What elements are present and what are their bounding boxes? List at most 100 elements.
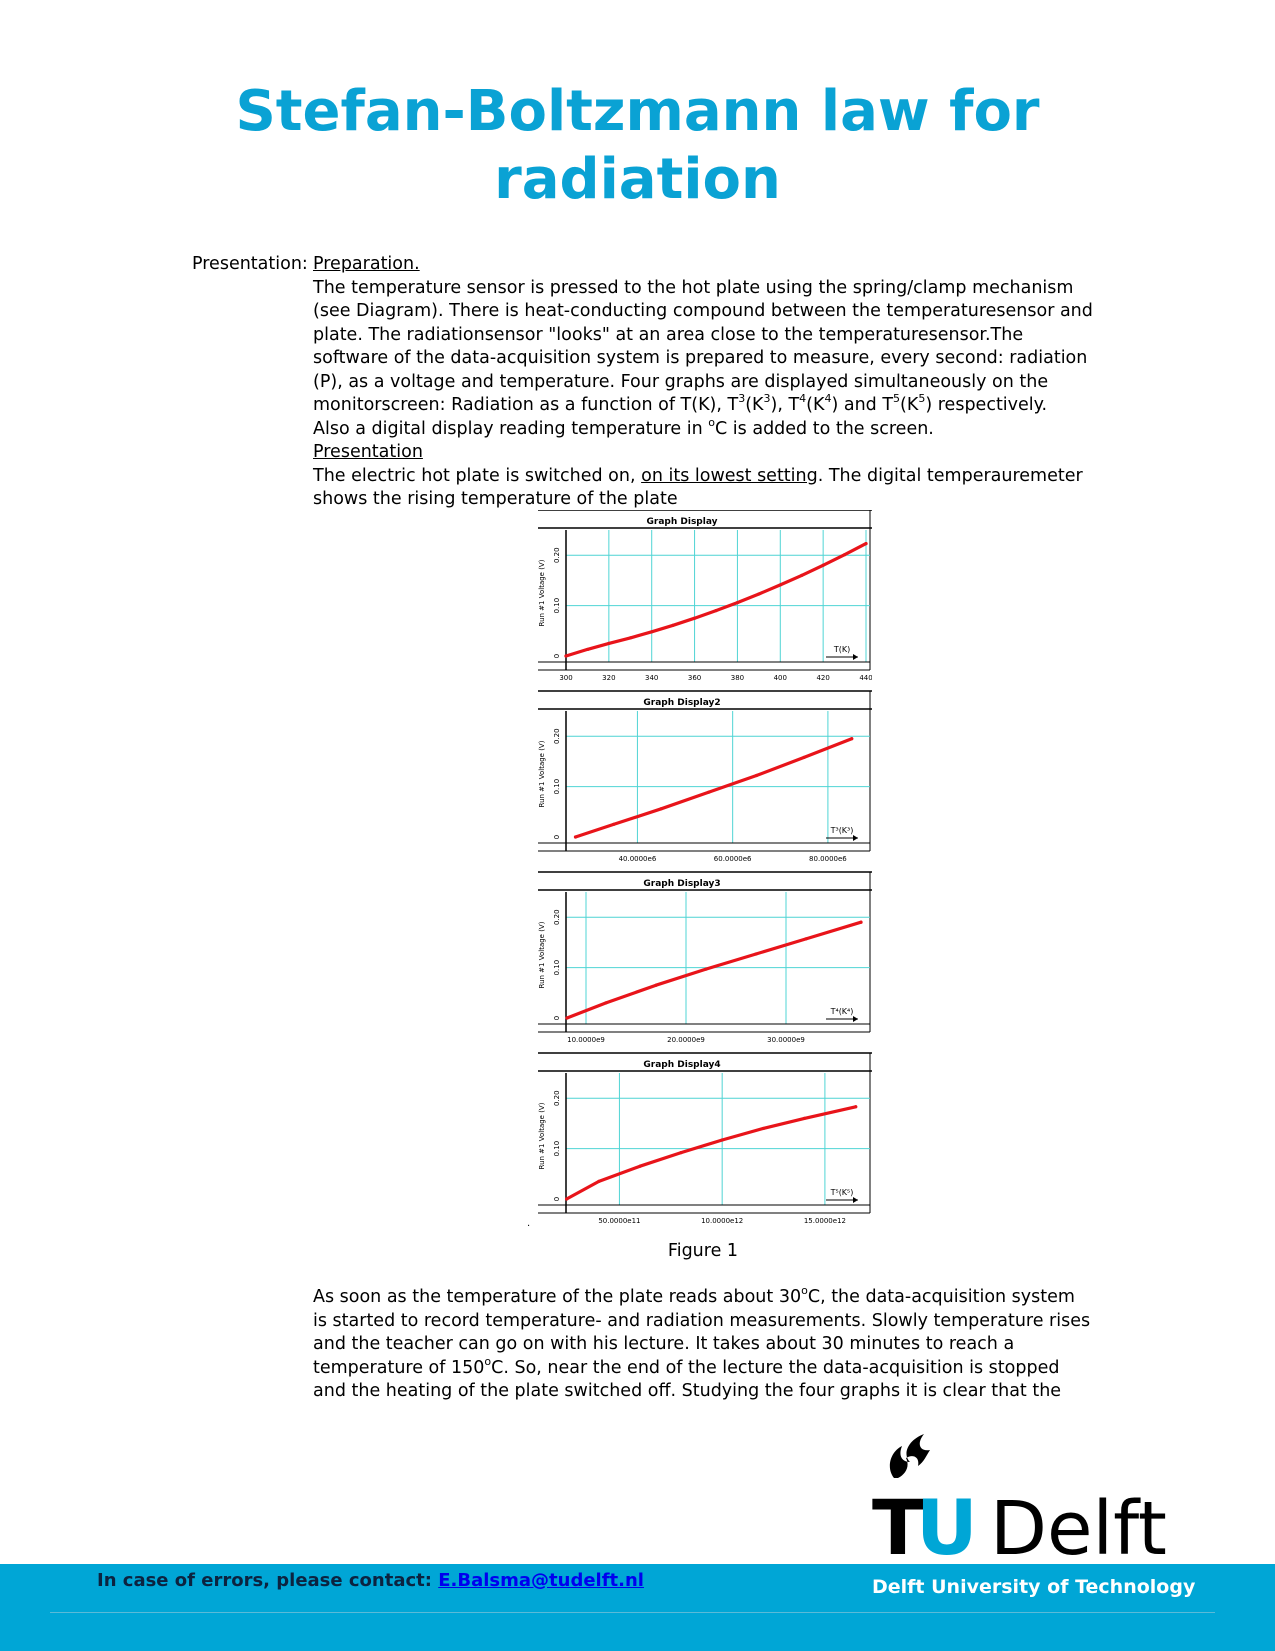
x-tick-label: 300 (559, 674, 572, 682)
data-point (607, 641, 611, 645)
data-point (800, 573, 804, 577)
x-axis-label: T⁵(K⁵) (830, 1188, 854, 1197)
y-tick-label: 0.10 (553, 1141, 561, 1157)
presentation-label: Presentation: (192, 254, 308, 274)
after-figure-section: As soon as the temperature of the plate … (313, 1284, 1093, 1404)
x-tick-label: 15.0000e12 (804, 1217, 846, 1225)
data-point (573, 835, 578, 839)
data-curve (565, 1105, 858, 1201)
x-tick-label: 60.0000e6 (714, 855, 752, 863)
data-point (802, 1116, 806, 1120)
x-tick-label: 420 (816, 674, 829, 682)
y-tick-label: 0.20 (553, 728, 561, 744)
data-point (612, 822, 616, 826)
data-point (671, 623, 675, 627)
data-point (821, 563, 825, 567)
x-axis-label: T⁴(K⁴) (830, 1007, 854, 1016)
preparation-line: monitorscreen: Radiation as a function o… (313, 392, 1048, 415)
x-tick-label: 40.0000e6 (619, 855, 657, 863)
data-point (859, 920, 863, 924)
data-point (565, 1016, 569, 1020)
data-point (565, 1197, 569, 1201)
data-point (650, 630, 654, 634)
footer-contact: In case of errors, please contact: E.Bal… (97, 1570, 644, 1591)
x-tick-label: 80.0000e6 (809, 855, 847, 863)
x-axis-arrowhead (853, 654, 858, 660)
y-tick-label: 0 (553, 1197, 561, 1201)
panel-title: Graph Display4 (643, 1060, 720, 1070)
data-point (850, 737, 854, 741)
data-point (842, 553, 847, 557)
preparation-line: (see Diagram). There is heat-conducting … (313, 301, 1093, 321)
data-point (804, 937, 808, 941)
data-point (802, 755, 806, 759)
x-tick-label: 440 (859, 674, 872, 682)
y-tick-label: 0 (553, 835, 561, 839)
data-point (757, 592, 761, 596)
y-tick-label: 0.10 (553, 960, 561, 976)
panel-title: Graph Display2 (643, 698, 720, 708)
graph-panel-2: Graph Display2 40.0000e6 60.0000e6 80.0000e… (538, 690, 872, 863)
contact-label: In case of errors, please contact: (97, 1570, 432, 1591)
footer-divider (50, 1612, 1215, 1613)
panel-title: Graph Display (647, 517, 718, 527)
y-axis-label: Run #1 Voltage (V) (538, 740, 546, 807)
x-tick-label: 340 (645, 674, 658, 682)
data-point (754, 952, 758, 956)
data-curve (564, 542, 868, 658)
y-axis-label: Run #1 Voltage (V) (538, 921, 546, 988)
data-point (754, 773, 759, 778)
page-title: Stefan-Boltzmann law for radiation (0, 78, 1275, 214)
after-line: and the teacher can go on with his lectu… (313, 1334, 1015, 1354)
data-point (761, 1126, 765, 1131)
y-axis-label: Run #1 Voltage (V) (538, 1102, 546, 1169)
y-tick-label: 0 (553, 654, 561, 658)
logo-t: T (872, 1483, 924, 1556)
after-line: is started to record temperature- and ra… (313, 1310, 1091, 1331)
x-axis-arrowhead (853, 1197, 858, 1203)
graph-panel-4: Graph Display4 50.0000e11 10.0000e12 15.000… (538, 1052, 872, 1225)
data-point (735, 600, 740, 605)
data-point (564, 654, 568, 658)
data-point (604, 1001, 608, 1005)
x-tick-label: 20.0000e9 (667, 1036, 705, 1044)
preparation-line: software of the data-acquisition system … (313, 348, 1088, 368)
data-point (679, 1151, 683, 1155)
data-point (720, 1138, 724, 1142)
x-tick-label: 380 (731, 674, 744, 682)
preparation-section: Preparation. The temperature sensor is p… (313, 253, 1093, 512)
title-line-1: Stefan-Boltzmann law for (235, 79, 1040, 144)
preparation-line: Also a digital display reading temperatu… (313, 415, 934, 439)
y-tick-label: 0.20 (553, 547, 561, 563)
graph-panel-3: Graph Display3 10.0000e9 20.0000e9 30.0000e… (538, 871, 872, 1044)
x-axis-arrowhead (853, 835, 858, 841)
after-line: As soon as the temperature of the plate … (313, 1284, 1075, 1307)
y-tick-label: 0.20 (553, 1090, 561, 1106)
contact-email-link[interactable]: E.Balsma@tudelft.nl (438, 1570, 644, 1591)
presentation-line: The electric hot plate is switched on, o… (313, 465, 1083, 486)
y-tick-label: 0.10 (553, 779, 561, 795)
preparation-line: (P), as a voltage and temperature. Four … (313, 371, 1049, 392)
figure-caption: Figure 1 (667, 1241, 739, 1261)
preparation-line: plate. The radiationsensor "looks" at an… (313, 324, 1024, 345)
x-tick-label: 10.0000e12 (701, 1217, 743, 1225)
data-point (638, 1164, 642, 1168)
panel-title: Graph Display3 (643, 879, 720, 889)
y-tick-label: 0.10 (553, 598, 561, 614)
flame-icon (889, 1434, 930, 1478)
data-point (704, 967, 708, 971)
logo-u: U (916, 1483, 978, 1556)
graph-panel-1: Graph Display 300 320 340 360 380 400 420 440 0 0.… (538, 510, 872, 682)
data-curve (573, 737, 854, 839)
data-point (654, 983, 658, 987)
x-tick-label: 360 (688, 674, 701, 682)
data-point (692, 616, 697, 620)
data-point (864, 542, 868, 546)
data-point (597, 1179, 601, 1183)
footer-university: Delft University of Technology (872, 1576, 1196, 1598)
data-point (854, 1105, 858, 1109)
x-axis-label: T³(K³) (830, 826, 854, 835)
x-tick-label: 400 (774, 674, 787, 682)
preparation-heading: Preparation. (313, 254, 420, 274)
